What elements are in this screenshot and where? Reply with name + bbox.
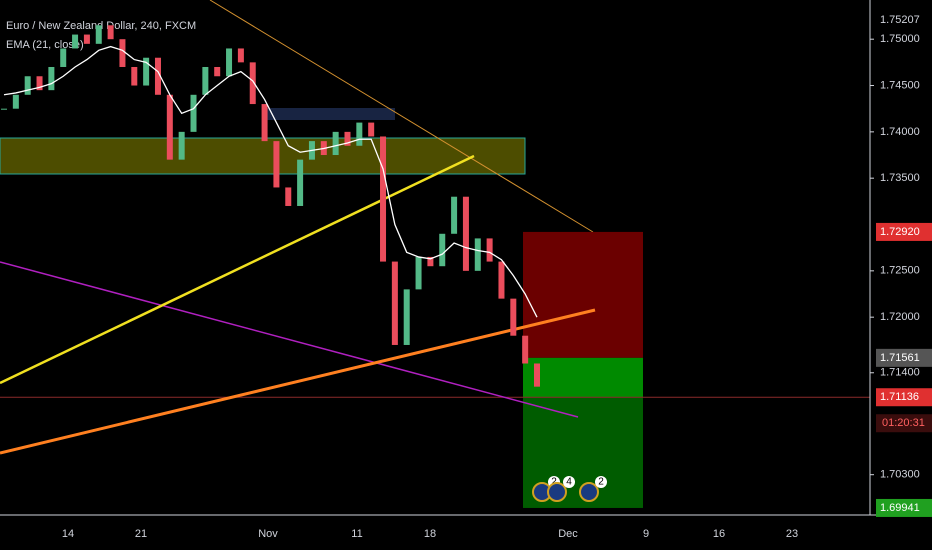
candle (131, 66, 138, 86)
y-tick-label: 1.71400 (880, 367, 920, 379)
candle (380, 136, 387, 262)
trend-line (209, 0, 594, 233)
candle (356, 122, 363, 146)
candle (403, 289, 410, 345)
countdown-bg (876, 414, 932, 433)
y-tick-label: 1.72500 (880, 265, 920, 277)
candle (439, 233, 446, 267)
candle (190, 94, 197, 132)
event-badge (595, 476, 607, 488)
yellow-trend (0, 154, 475, 385)
candle (451, 196, 458, 234)
x-tick-label: 18 (424, 528, 436, 540)
y-tick-label: 1.73500 (880, 172, 920, 184)
candle (119, 39, 126, 67)
candle (522, 335, 529, 364)
y-tick-label: 1.75000 (880, 33, 920, 45)
candle (285, 187, 292, 206)
y-tick-label: 1.70300 (880, 469, 920, 481)
price-tag: 1.75207 (880, 14, 920, 26)
candle (332, 131, 339, 156)
candle (226, 48, 233, 77)
indicator-label: EMA (21, close) (6, 39, 84, 51)
event-count: 4 (566, 477, 572, 488)
price-tag-bg (876, 388, 932, 407)
price-tag-bg (876, 348, 932, 367)
candle (510, 298, 517, 336)
orange-trend (0, 308, 596, 455)
candle (462, 196, 469, 271)
stop-zone (523, 231, 643, 358)
x-tick-label: 14 (62, 528, 74, 540)
countdown: 01:20:31 (882, 417, 925, 429)
candle (214, 66, 221, 77)
event-count: 2 (598, 477, 604, 488)
candle (83, 34, 90, 44)
profit-zone (523, 357, 643, 398)
price-tag-bg (876, 498, 932, 517)
x-tick-label: 23 (786, 528, 798, 540)
candle (474, 238, 481, 271)
event-badge (563, 476, 575, 488)
candle (178, 131, 185, 160)
candle (154, 57, 161, 95)
zone-small (265, 108, 395, 120)
candle (498, 261, 505, 299)
candle (202, 66, 209, 95)
x-tick-label: 9 (643, 528, 649, 540)
candle (368, 122, 375, 137)
x-tick-label: 16 (713, 528, 725, 540)
candle (48, 66, 55, 91)
price-tag: 1.72920 (880, 226, 920, 238)
candle (1, 108, 7, 110)
support-line (0, 261, 579, 418)
x-tick-label: Nov (258, 528, 278, 540)
candle (249, 62, 256, 105)
x-tick-label: 21 (135, 528, 147, 540)
candle (72, 34, 79, 49)
y-tick-label: 1.74500 (880, 79, 920, 91)
candle (297, 159, 304, 206)
y-tick-label: 1.74000 (880, 126, 920, 138)
price-tag: 1.69941 (880, 502, 920, 514)
candle (95, 25, 102, 44)
candle (415, 256, 422, 290)
candle (107, 25, 114, 40)
y-tick-label: 1.72000 (880, 311, 920, 323)
x-tick-label: Dec (558, 528, 578, 540)
event-icon (547, 482, 567, 502)
candle (427, 256, 434, 267)
zone (0, 137, 526, 175)
candle (534, 363, 540, 387)
candle (166, 94, 173, 160)
price-tag: 1.71561 (880, 352, 920, 364)
candle (60, 48, 67, 67)
candle (143, 57, 150, 86)
candle (261, 104, 268, 142)
event-icon (579, 482, 599, 502)
price-tag: 1.71136 (880, 391, 919, 403)
candle (12, 94, 19, 109)
candle (36, 76, 43, 91)
candle (237, 48, 244, 63)
candle (273, 141, 280, 188)
candle (344, 131, 351, 146)
event-count: 2 (551, 477, 557, 488)
candle (391, 261, 398, 345)
candle (24, 76, 31, 95)
price-tag-bg (876, 222, 932, 241)
ema-line (3, 45, 538, 318)
x-tick-label: 11 (351, 528, 362, 540)
candle (486, 238, 493, 262)
